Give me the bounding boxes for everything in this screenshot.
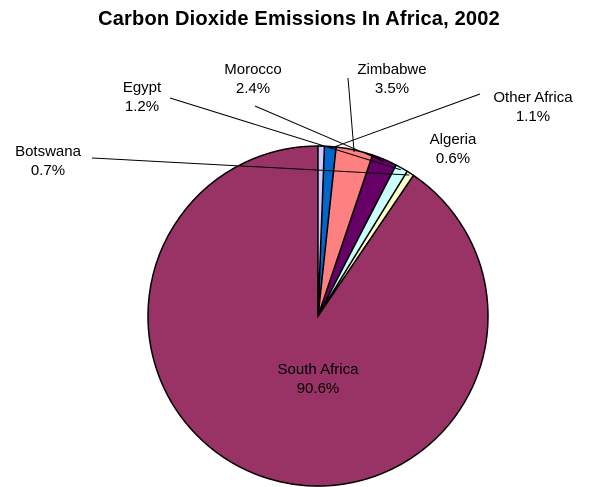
slice-pct-other-africa: 1.1% bbox=[515, 108, 551, 125]
label-other-africa: Other Africa 1.1% bbox=[474, 88, 592, 126]
leader-line-botswana bbox=[91, 157, 410, 176]
slice-name-egypt: Egypt bbox=[122, 79, 162, 96]
chart-title: Carbon Dioxide Emissions In Africa, 2002 bbox=[98, 8, 500, 30]
slice-pct-egypt: 1.2% bbox=[124, 98, 160, 115]
slice-pct-south-africa: 90.6% bbox=[296, 380, 340, 397]
label-south-africa: South Africa 90.6% bbox=[258, 360, 378, 398]
slice-name-botswana: Botswana bbox=[15, 143, 81, 160]
label-algeria: Algeria 0.6% bbox=[410, 130, 496, 168]
slice-name-south-africa: South Africa bbox=[277, 361, 359, 378]
slice-name-algeria: Algeria bbox=[429, 131, 477, 148]
label-zimbabwe: Zimbabwe 3.5% bbox=[344, 60, 440, 98]
label-egypt: Egypt 1.2% bbox=[112, 78, 172, 116]
slice-pct-algeria: 0.6% bbox=[435, 150, 471, 167]
slice-name-morocco: Morocco bbox=[224, 61, 282, 78]
leader-line-morocco bbox=[254, 105, 384, 162]
leader-line-other-africa bbox=[329, 93, 481, 149]
slice-name-zimbabwe: Zimbabwe bbox=[357, 61, 427, 78]
slice-pct-morocco: 2.4% bbox=[235, 80, 271, 97]
slice-pct-zimbabwe: 3.5% bbox=[374, 80, 410, 97]
label-morocco: Morocco 2.4% bbox=[205, 60, 301, 98]
leader-line-egypt bbox=[169, 97, 401, 171]
slice-name-other-africa: Other Africa bbox=[493, 89, 573, 106]
label-botswana: Botswana 0.7% bbox=[2, 142, 94, 180]
slice-pct-botswana: 0.7% bbox=[30, 162, 66, 179]
